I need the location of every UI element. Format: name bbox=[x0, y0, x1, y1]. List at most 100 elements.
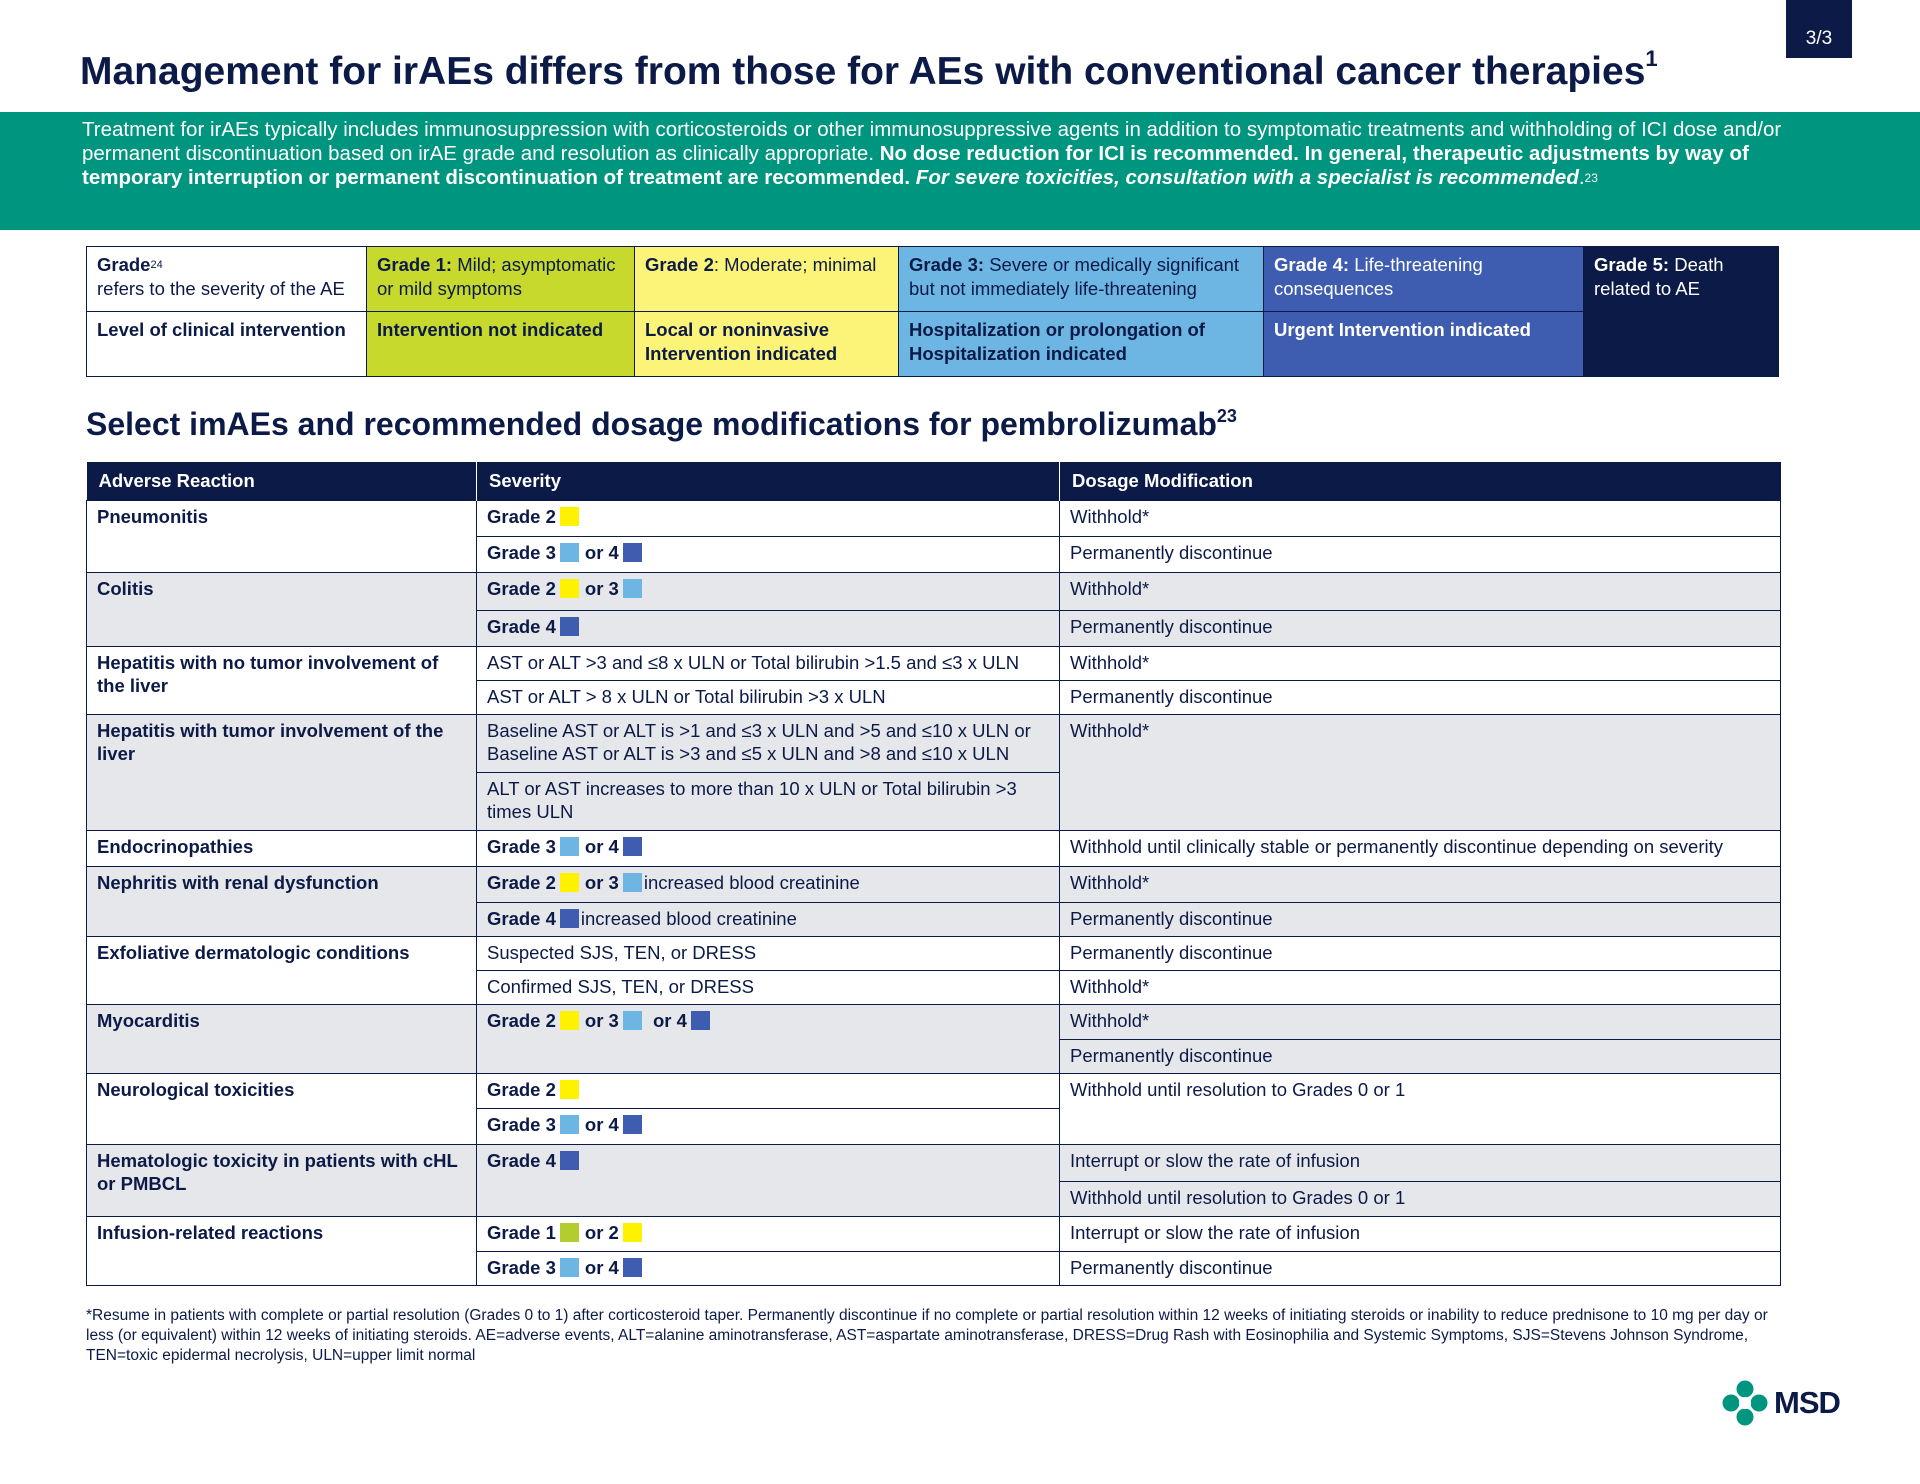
dosage-cell: Withhold* bbox=[1059, 571, 1781, 611]
dosage-cell: Withhold until resolution to Grades 0 or… bbox=[1059, 1072, 1781, 1145]
grade-reference: 24 bbox=[150, 259, 163, 271]
intro-text: Treatment for irAEs typically includes i… bbox=[82, 118, 1782, 165]
severity-or-label: or 3 bbox=[584, 871, 619, 893]
severity-or-label: or 4 bbox=[584, 541, 619, 563]
adverse-reaction-cell: Hematologic toxicity in patients with cH… bbox=[86, 1143, 477, 1217]
subtitle-reference: 23 bbox=[1216, 406, 1237, 426]
dosage-cell: Withhold* bbox=[1059, 969, 1781, 1005]
intro-banner: Treatment for irAEs typically includes i… bbox=[0, 112, 1920, 230]
severity-or-label: or 2 bbox=[584, 1221, 619, 1243]
dosage-table: Adverse Reaction Severity Dosage Modific… bbox=[86, 462, 1781, 1286]
grade-4-swatch bbox=[559, 1150, 579, 1170]
grade-label: Grade bbox=[97, 254, 151, 275]
grade-3-text: Severe or medically significant but not … bbox=[909, 254, 1240, 299]
adverse-reaction-cell: Nephritis with renal dysfunction bbox=[86, 865, 477, 937]
severity-cell: Baseline AST or ALT is >1 and ≤3 x ULN a… bbox=[476, 713, 1060, 773]
severity-cell: Grade 2 or 3 bbox=[476, 571, 1060, 611]
severity-cell: Grade 3 or 4 bbox=[476, 829, 1060, 867]
grade-4-swatch bbox=[690, 1010, 710, 1030]
dosage-cell: Permanently discontinue bbox=[1059, 935, 1781, 971]
header-severity: Severity bbox=[476, 462, 1060, 500]
severity-note: increased blood creatinine bbox=[580, 907, 797, 929]
grade-4-swatch bbox=[622, 1257, 642, 1277]
grade-4-swatch bbox=[622, 836, 642, 856]
severity-note: increased blood creatinine bbox=[643, 871, 860, 893]
dosage-cell: Withhold* bbox=[1059, 1003, 1781, 1040]
severity-label: Grade 2 bbox=[487, 871, 556, 893]
severity-label: Grade 3 bbox=[487, 1256, 556, 1278]
adverse-reaction-cell: Pneumonitis bbox=[86, 499, 477, 573]
dosage-cell: Permanently discontinue bbox=[1059, 1038, 1781, 1074]
dosage-cell: Permanently discontinue bbox=[1059, 1250, 1781, 1286]
severity-label: Grade 2 bbox=[487, 1009, 556, 1031]
intervention-grade-4: Urgent Intervention indicated bbox=[1274, 319, 1531, 340]
table-row: Permanently discontinue bbox=[87, 1038, 1781, 1074]
table-row: Neurological toxicities Grade 2 Withhold… bbox=[86, 1072, 1781, 1145]
grade-3-swatch bbox=[559, 542, 579, 562]
adverse-reaction-cell: Colitis bbox=[86, 571, 477, 647]
grade-4-swatch bbox=[622, 542, 642, 562]
page-title-text: Management for irAEs differs from those … bbox=[80, 50, 1646, 93]
dosage-cell: Withhold* bbox=[1059, 499, 1781, 537]
grade-3-label: Grade 3: bbox=[909, 254, 985, 275]
dosage-cell: Withhold* bbox=[1059, 865, 1781, 903]
adverse-reaction-cell: Hepatitis with tumor involvement of the … bbox=[86, 713, 477, 831]
grade-1-cell: Grade 1: Mild; asymptomatic or mild symp… bbox=[366, 246, 635, 312]
severity-or-label: or 4 bbox=[584, 1113, 619, 1135]
adverse-reaction-cell: Myocarditis bbox=[86, 1003, 477, 1074]
severity-cell: Grade 3 or 4 bbox=[476, 535, 1060, 573]
msd-logo-icon bbox=[1722, 1380, 1768, 1426]
table-row: AST or ALT > 8 x ULN or Total bilirubin … bbox=[87, 679, 1781, 715]
grade-3-swatch bbox=[559, 1114, 579, 1134]
grade-4-swatch bbox=[622, 1114, 642, 1134]
severity-cell: Grade 2 bbox=[476, 1072, 1060, 1109]
grade-3-swatch bbox=[559, 836, 579, 856]
grade-2-swatch bbox=[559, 578, 579, 598]
intervention-label: Level of clinical intervention bbox=[97, 319, 346, 340]
logo-text: MSD bbox=[1774, 1385, 1841, 1420]
dosage-cell: Interrupt or slow the rate of infusion bbox=[1059, 1143, 1781, 1182]
grade-4-label: Grade 4: bbox=[1274, 254, 1350, 275]
table-row: Withhold until resolution to Grades 0 or… bbox=[87, 1180, 1781, 1217]
severity-label: Grade 3 bbox=[487, 541, 556, 563]
severity-label: Grade 4 bbox=[487, 907, 556, 929]
grade-2-swatch bbox=[559, 1010, 579, 1030]
severity-label: Grade 4 bbox=[487, 615, 556, 637]
grade-5-text: Death related to AE bbox=[1594, 254, 1724, 299]
table-row: Confirmed SJS, TEN, or DRESS Withhold* bbox=[87, 969, 1781, 1005]
grade-table: Grade24 refers to the severity of the AE … bbox=[86, 246, 1779, 377]
grade-2-cell: Grade 2: Moderate; minimal bbox=[634, 246, 899, 312]
section-subtitle: Select imAEs and recommended dosage modi… bbox=[86, 406, 1237, 443]
section-subtitle-text: Select imAEs and recommended dosage modi… bbox=[86, 406, 1217, 442]
severity-or-label: or 3 bbox=[584, 577, 619, 599]
table-row: Grade 3 or 4 bbox=[87, 1107, 1781, 1145]
table-row: Exfoliative dermatologic conditions Susp… bbox=[86, 935, 1781, 1005]
severity-label: Grade 1 bbox=[487, 1221, 556, 1243]
dosage-cell: Permanently discontinue bbox=[1059, 609, 1781, 647]
grade-2-swatch bbox=[559, 1079, 579, 1099]
severity-cell: Grade 4 increased blood creatinine bbox=[476, 901, 1060, 937]
grade-2-label: Grade 2 bbox=[645, 254, 714, 275]
table-row: Hepatitis with tumor involvement of the … bbox=[86, 713, 1781, 831]
dosage-cell: Withhold until clinically stable or perm… bbox=[1059, 829, 1781, 867]
severity-cell: Grade 3 or 4 bbox=[476, 1250, 1060, 1286]
severity-cell: ALT or AST increases to more than 10 x U… bbox=[476, 771, 1060, 831]
severity-cell: Grade 2 or 3 increased blood creatinine bbox=[476, 865, 1060, 903]
grade-1-swatch bbox=[559, 1222, 579, 1242]
severity-label: Grade 2 bbox=[487, 505, 556, 527]
footnote: *Resume in patients with complete or par… bbox=[86, 1307, 1768, 1364]
header-adverse-reaction: Adverse Reaction bbox=[86, 462, 477, 500]
severity-or-label: or 3 bbox=[584, 1009, 619, 1031]
grade-4-swatch bbox=[559, 616, 579, 636]
adverse-reaction-cell: Neurological toxicities bbox=[86, 1072, 477, 1145]
grade-3-swatch bbox=[622, 872, 642, 892]
intro-period: . bbox=[1578, 166, 1585, 189]
grade-1-label: Grade 1: bbox=[377, 254, 453, 275]
table-row: Hematologic toxicity in patients with cH… bbox=[86, 1143, 1781, 1217]
intervention-grade-2: Local or noninvasive Intervention indica… bbox=[645, 319, 838, 364]
table-row: Nephritis with renal dysfunction Grade 2… bbox=[86, 865, 1781, 937]
page-title: Management for irAEs differs from those … bbox=[80, 46, 1658, 94]
severity-cell: AST or ALT > 8 x ULN or Total bilirubin … bbox=[476, 679, 1060, 715]
table-row: Grade 3 or 4 Permanently discontinue bbox=[87, 1250, 1781, 1286]
severity-label: Grade 3 bbox=[487, 835, 556, 857]
